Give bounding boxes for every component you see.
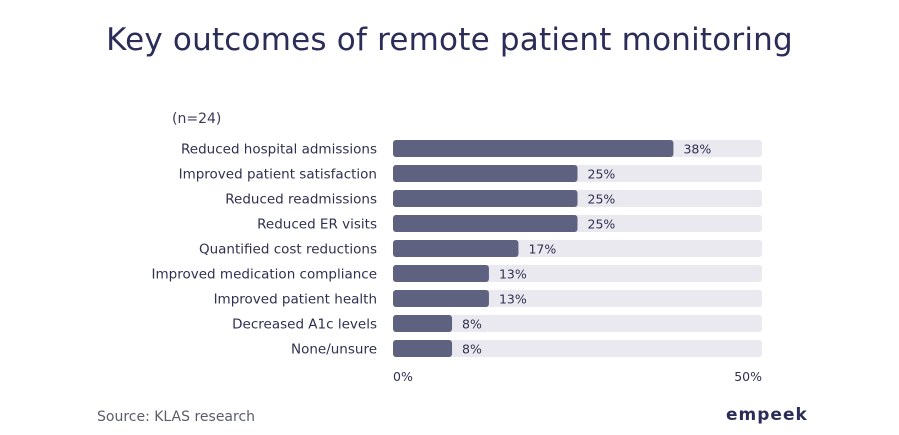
data-label: 13% <box>499 267 527 282</box>
category-label: Improved patient satisfaction <box>179 167 377 183</box>
category-label: None/unsure <box>291 342 377 358</box>
chart-title: Key outcomes of remote patient monitorin… <box>106 22 793 58</box>
bar <box>393 315 453 332</box>
data-label: 8% <box>462 317 482 332</box>
data-label: 25% <box>588 217 616 232</box>
bar-track <box>393 315 762 332</box>
bar <box>393 215 578 232</box>
category-label: Reduced ER visits <box>257 217 377 233</box>
bar <box>393 190 578 207</box>
data-label: 8% <box>462 342 482 357</box>
category-label: Reduced readmissions <box>225 192 377 208</box>
data-label: 17% <box>528 242 556 257</box>
bar <box>393 140 674 157</box>
x-tick-label: 50% <box>734 369 762 384</box>
sample-size-label: (n=24) <box>172 111 222 127</box>
category-label: Improved patient health <box>214 292 377 308</box>
data-label: 38% <box>683 142 711 157</box>
source-note: Source: KLAS research <box>97 409 256 425</box>
bar <box>393 165 578 182</box>
data-label: 25% <box>588 192 616 207</box>
category-label: Reduced hospital admissions <box>181 142 377 158</box>
bar <box>393 265 489 282</box>
brand-logo: empeek <box>726 405 808 425</box>
data-label: 13% <box>499 292 527 307</box>
category-label: Improved medication compliance <box>152 267 377 283</box>
data-label: 25% <box>588 167 616 182</box>
bar <box>393 340 453 357</box>
category-label: Decreased A1c levels <box>232 317 377 333</box>
category-label: Quantified cost reductions <box>199 242 377 258</box>
bar-track <box>393 340 762 357</box>
bar <box>393 290 489 307</box>
bar <box>393 240 519 257</box>
x-tick-label: 0% <box>393 369 413 384</box>
